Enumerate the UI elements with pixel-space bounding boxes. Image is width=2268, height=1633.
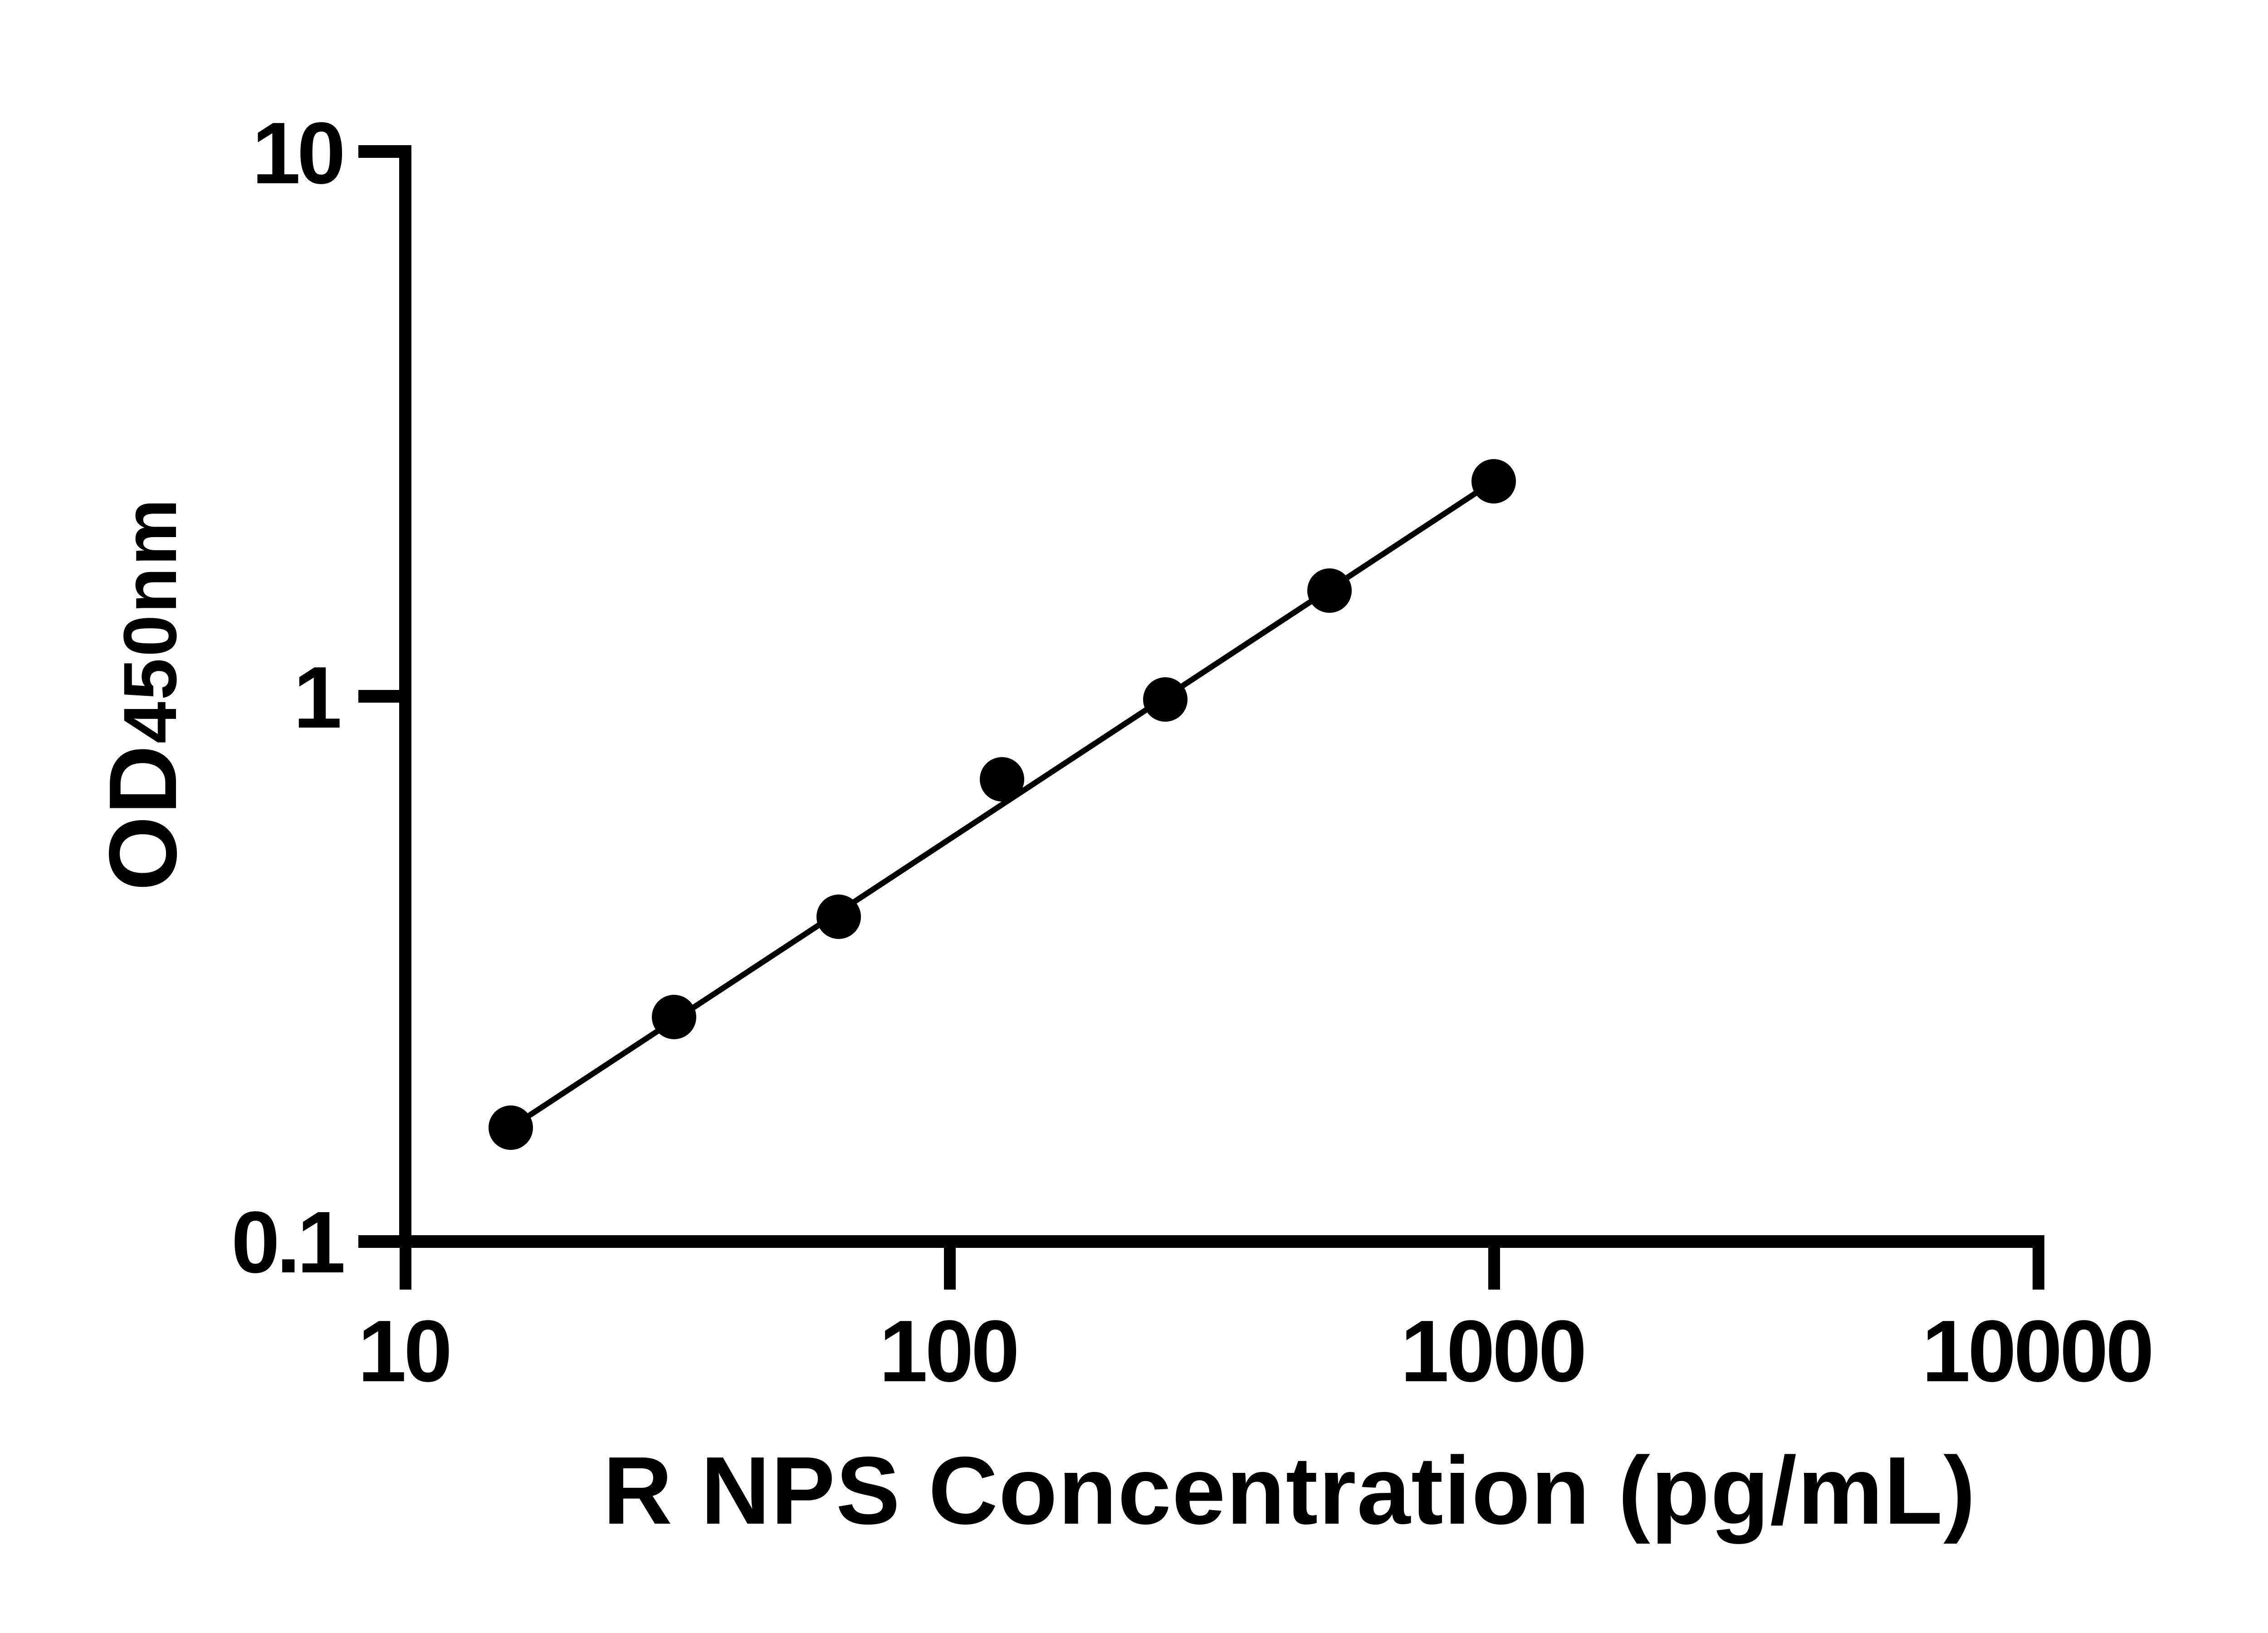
svg-text:10: 10 [358, 1302, 450, 1400]
svg-text:10000: 10000 [1922, 1302, 2152, 1400]
svg-text:1000: 1000 [1400, 1302, 1584, 1400]
svg-text:1: 1 [293, 648, 342, 746]
svg-text:R NPS Concentration (pg/mL): R NPS Concentration (pg/mL) [603, 1437, 1976, 1544]
svg-text:0.1: 0.1 [231, 1193, 343, 1291]
svg-text:10: 10 [252, 104, 342, 202]
svg-text:100: 100 [879, 1302, 1017, 1400]
